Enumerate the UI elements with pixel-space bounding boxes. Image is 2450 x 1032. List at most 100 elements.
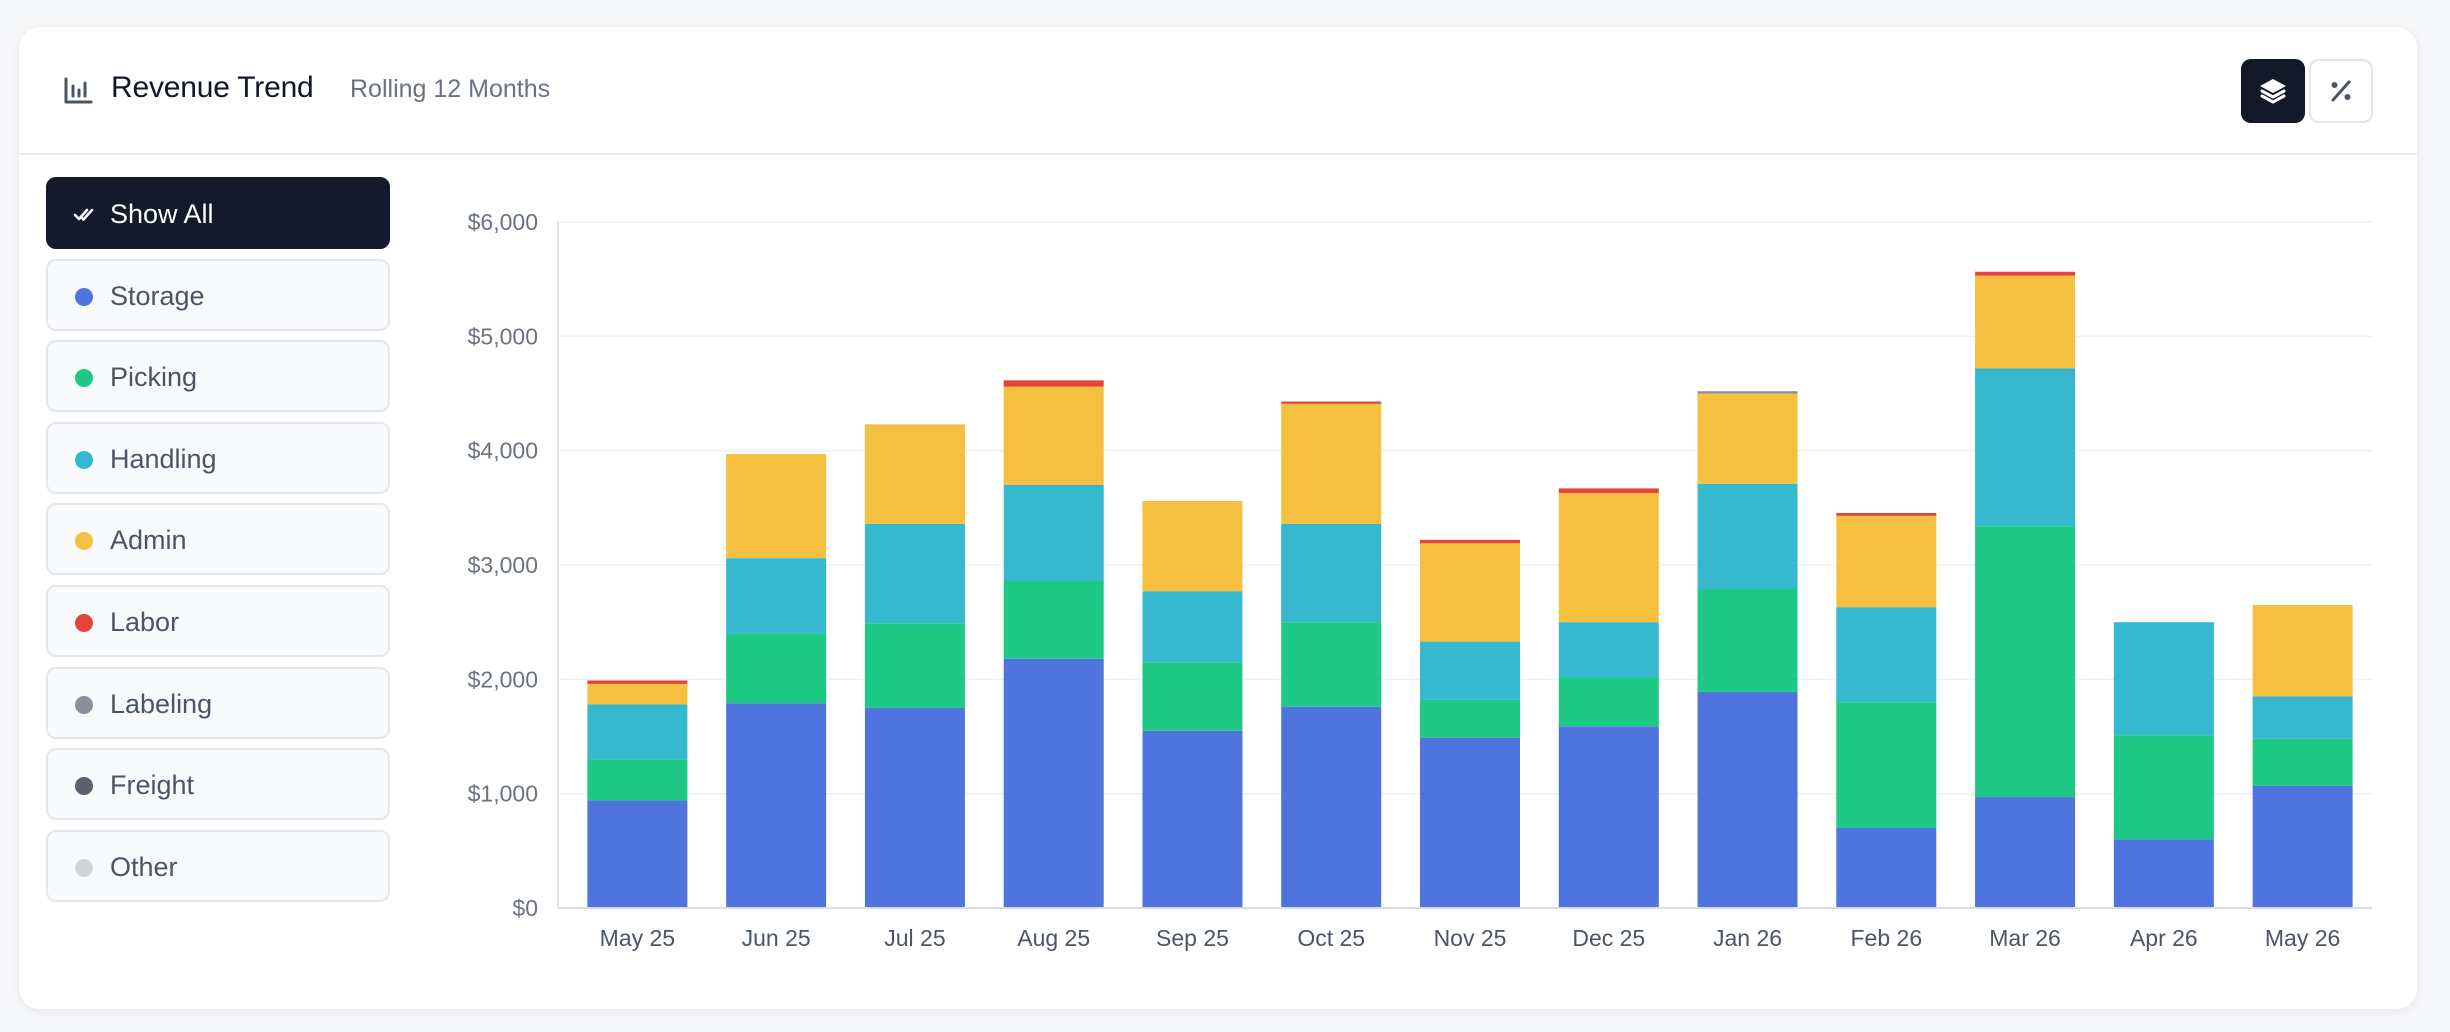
bar-segment[interactable] [1281,403,1382,524]
bar-segment[interactable] [726,633,827,704]
bar-segment[interactable] [2252,738,2353,786]
bar-segment[interactable] [726,454,827,559]
bar-segment[interactable] [2252,785,2353,908]
bar-segment[interactable] [1975,368,2076,527]
bar-segment[interactable] [1420,737,1520,908]
y-tick-label: $5,000 [468,323,538,349]
bar-segment[interactable] [1558,492,1659,623]
filter-label: Picking [110,362,198,393]
bar-segment[interactable] [1142,662,1243,731]
filter-freight[interactable]: Freight [46,748,390,821]
bar-segment[interactable] [1558,622,1659,678]
x-tick-label: Jan 26 [1713,925,1782,951]
filter-picking[interactable]: Picking [46,340,390,413]
bar-segment[interactable] [1697,483,1798,590]
bar-segment[interactable] [1558,726,1659,908]
x-tick-label: May 26 [2265,925,2340,951]
bar-segment[interactable] [1697,391,1798,394]
x-tick-label: Nov 25 [1434,925,1507,951]
bar-segment[interactable] [587,683,688,705]
y-tick-label: $0 [512,895,538,921]
legend-dot [75,532,93,551]
legend-dot [75,858,93,877]
filter-handling[interactable]: Handling [46,421,390,494]
bar-segment[interactable] [587,759,688,801]
bar-segment[interactable] [1003,386,1104,485]
bar-segment[interactable] [726,703,827,908]
bar-segment[interactable] [1836,515,1937,608]
bar-segment[interactable] [864,707,965,908]
page-subtitle: Rolling 12 Months [350,75,551,103]
x-tick-label: Dec 25 [1572,925,1645,951]
bar-segment[interactable] [587,800,688,908]
filter-labeling[interactable]: Labeling [46,666,390,739]
bar-segment[interactable] [1281,401,1382,404]
filter-show-all[interactable]: Show All [46,177,390,249]
bar-segment[interactable] [1142,591,1243,663]
bar-segment[interactable] [1836,607,1937,703]
check-double-icon [73,208,94,221]
layers-icon [2260,79,2286,104]
bar-segment[interactable] [1697,691,1798,908]
filter-labor[interactable]: Labor [46,584,390,657]
bar-segment[interactable] [864,623,965,708]
x-tick-label: Jun 25 [742,925,811,951]
percent-view-button[interactable] [2309,59,2373,123]
x-tick-label: Mar 26 [1989,925,2061,951]
bar-segment[interactable] [1003,484,1104,582]
bar-segment[interactable] [1975,797,2076,908]
bar-segment[interactable] [864,523,965,624]
bar-segment[interactable] [2113,839,2214,908]
bar-segment[interactable] [1281,523,1382,623]
y-tick-label: $2,000 [468,666,538,692]
bar-segment[interactable] [1142,500,1243,592]
bar-segment[interactable] [1975,275,2076,369]
bar-segment[interactable] [1420,699,1520,738]
bar-segment[interactable] [2252,696,2353,739]
y-tick-label: $6,000 [468,209,538,235]
bar-segment[interactable] [1420,641,1520,700]
bar-segment[interactable] [2113,622,2214,736]
bar-segment[interactable] [1281,622,1382,707]
bar-segment[interactable] [1836,702,1937,828]
bar-segment[interactable] [587,704,688,760]
bar-segment[interactable] [726,558,827,634]
bar-segment[interactable] [1281,706,1382,908]
x-tick-label: Apr 26 [2130,925,2198,951]
bar-segment[interactable] [864,424,965,524]
y-tick-label: $3,000 [468,552,538,578]
x-tick-label: Sep 25 [1156,925,1229,951]
bar-segment[interactable] [1558,488,1659,493]
bar-segment[interactable] [1003,581,1104,659]
bar-segment[interactable] [2113,735,2214,840]
x-tick-label: Jul 25 [884,925,945,951]
percent-icon [2331,80,2351,102]
bar-segment[interactable] [2252,605,2353,697]
bar-segment[interactable] [1558,677,1659,727]
bar-segment[interactable] [1975,271,2076,276]
filter-label: Handling [110,443,217,474]
bar-segment[interactable] [1697,393,1798,484]
stacked-bar-chart: $0 $1,000 $2,000 $3,000 $4,000 $5,000 $6,000 Ma… [468,209,2372,951]
legend-dot [75,695,93,714]
bar-segment[interactable] [1420,539,1520,544]
bar-segment[interactable] [1975,526,2076,798]
bar-segment[interactable] [587,680,688,684]
filter-admin[interactable]: Admin [46,503,390,576]
series-filter-list: Show All Storage Picking Handling Admin … [46,177,390,911]
bar-segment[interactable] [1003,380,1104,387]
filter-other[interactable]: Other [46,829,390,902]
bar-segment[interactable] [1003,658,1104,908]
filter-label: Labor [110,606,180,637]
bar-segment[interactable] [1142,730,1243,908]
filter-storage[interactable]: Storage [46,258,390,331]
stacked-view-button[interactable] [2241,59,2305,123]
bar-segment[interactable] [1836,827,1937,908]
page-title: Revenue Trend [111,71,314,104]
bar-segment[interactable] [1836,512,1937,516]
filter-label: Show All [110,199,214,229]
bar-segment[interactable] [1420,543,1520,642]
x-tick-label: May 25 [600,925,675,951]
legend-dot [75,287,93,306]
bar-segment[interactable] [1697,589,1798,692]
